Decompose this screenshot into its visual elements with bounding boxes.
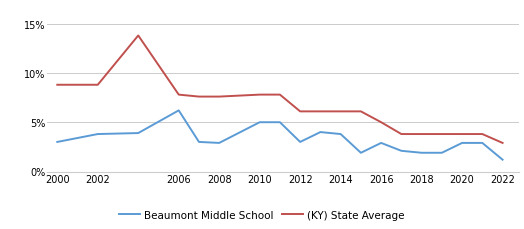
Legend: Beaumont Middle School, (KY) State Average: Beaumont Middle School, (KY) State Avera…: [115, 206, 409, 224]
